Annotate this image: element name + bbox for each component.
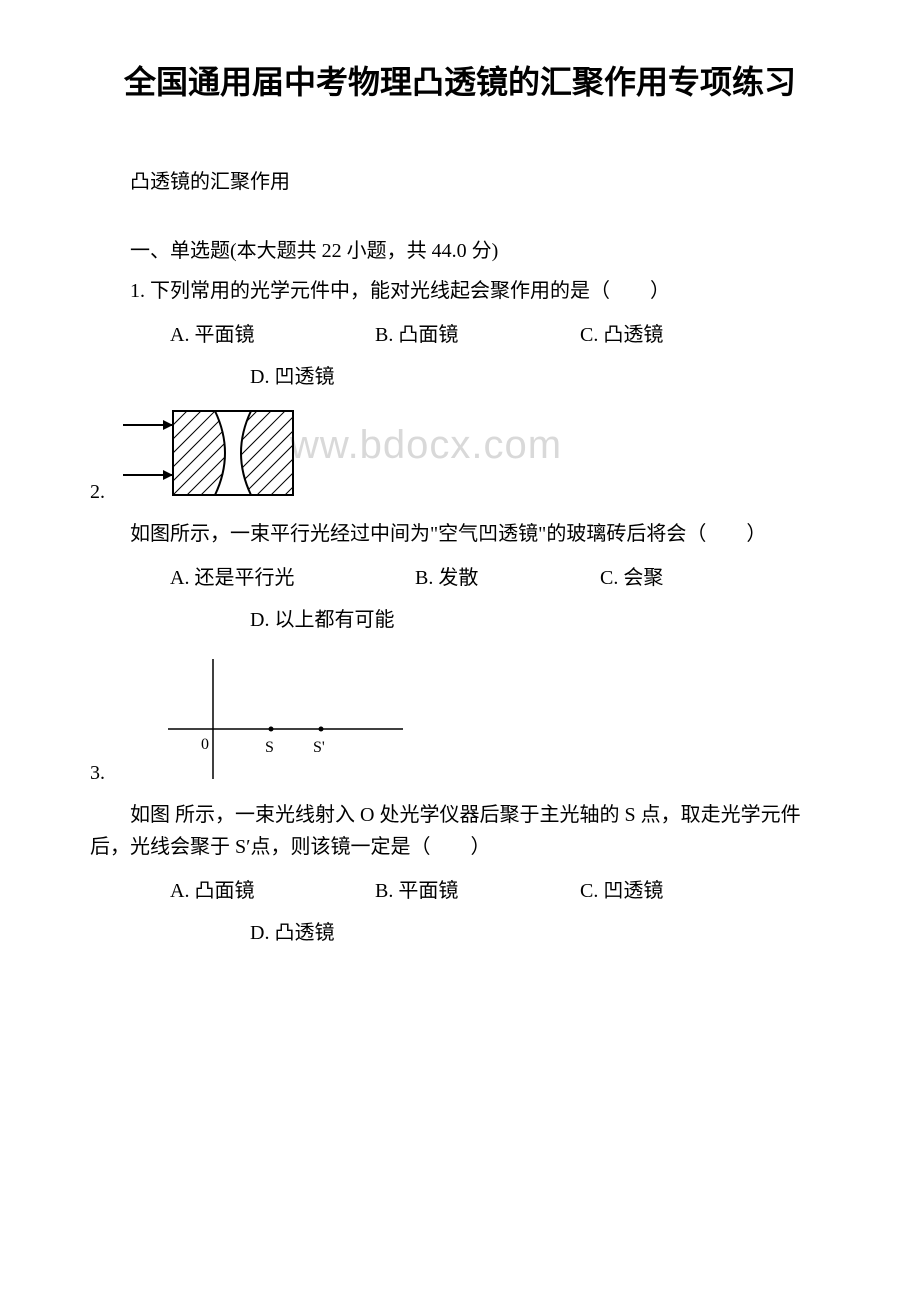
q2-figure-row: 2. (90, 403, 830, 508)
q2-opt-a: A. 还是平行光 (130, 562, 370, 594)
q2-text: 如图所示，一束平行光经过中间为"空气凹透镜"的玻璃砖后将会（ ） (90, 518, 830, 550)
q3-opt-a: A. 凸面镜 (130, 875, 330, 907)
page-title: 全国通用届中考物理凸透镜的汇聚作用专项练习 (90, 60, 830, 105)
q1-opt-d: D. 凹透镜 (250, 366, 334, 388)
topic-heading: 凸透镜的汇聚作用 (90, 165, 830, 194)
q1-text: 1. 下列常用的光学元件中，能对光线起会聚作用的是（ ） (90, 275, 830, 307)
q2-opt-b: B. 发散 (375, 562, 555, 594)
q2-figure (113, 403, 313, 508)
q2-options-line1: A. 还是平行光 B. 发散 C. 会聚 (90, 562, 830, 594)
q1-num: 1. (130, 280, 145, 302)
q2-svg (113, 403, 313, 503)
svg-text:S': S' (313, 739, 325, 756)
svg-text:0: 0 (201, 736, 209, 753)
q1-options-line2: D. 凹透镜 (90, 361, 830, 393)
q3-options-line1: A. 凸面镜 B. 平面镜 C. 凹透镜 (90, 875, 830, 907)
q3-opt-b: B. 平面镜 (335, 875, 535, 907)
q2-opt-c: C. 会聚 (560, 562, 760, 594)
q1-body: 下列常用的光学元件中，能对光线起会聚作用的是（ ） (150, 280, 670, 302)
q1-opt-a: A. 平面镜 (130, 319, 330, 351)
q3-figure: 0 S S' (153, 654, 413, 789)
svg-text:S: S (265, 739, 274, 756)
q2-options-line2: D. 以上都有可能 (90, 604, 830, 636)
section-1-label: 一、单选题(本大题共 22 小题，共 44.0 分) (90, 234, 830, 263)
q1-options-line1: A. 平面镜 B. 凸面镜 C. 凸透镜 (90, 319, 830, 351)
q3-text: 如图 所示，一束光线射入 O 处光学仪器后聚于主光轴的 S 点，取走光学元件后，… (90, 799, 830, 863)
q3-figure-row: 3. 0 S S' (90, 654, 830, 789)
q3-num: 3. (90, 762, 105, 789)
q3-opt-c: C. 凹透镜 (540, 875, 740, 907)
q2-opt-d: D. 以上都有可能 (250, 609, 394, 631)
q2-num: 2. (90, 481, 105, 508)
q1-opt-c: C. 凸透镜 (540, 319, 740, 351)
q3-svg: 0 S S' (153, 654, 413, 784)
q1-opt-b: B. 凸面镜 (335, 319, 535, 351)
q3-options-line2: D. 凸透镜 (90, 917, 830, 949)
q3-opt-d: D. 凸透镜 (250, 922, 334, 944)
